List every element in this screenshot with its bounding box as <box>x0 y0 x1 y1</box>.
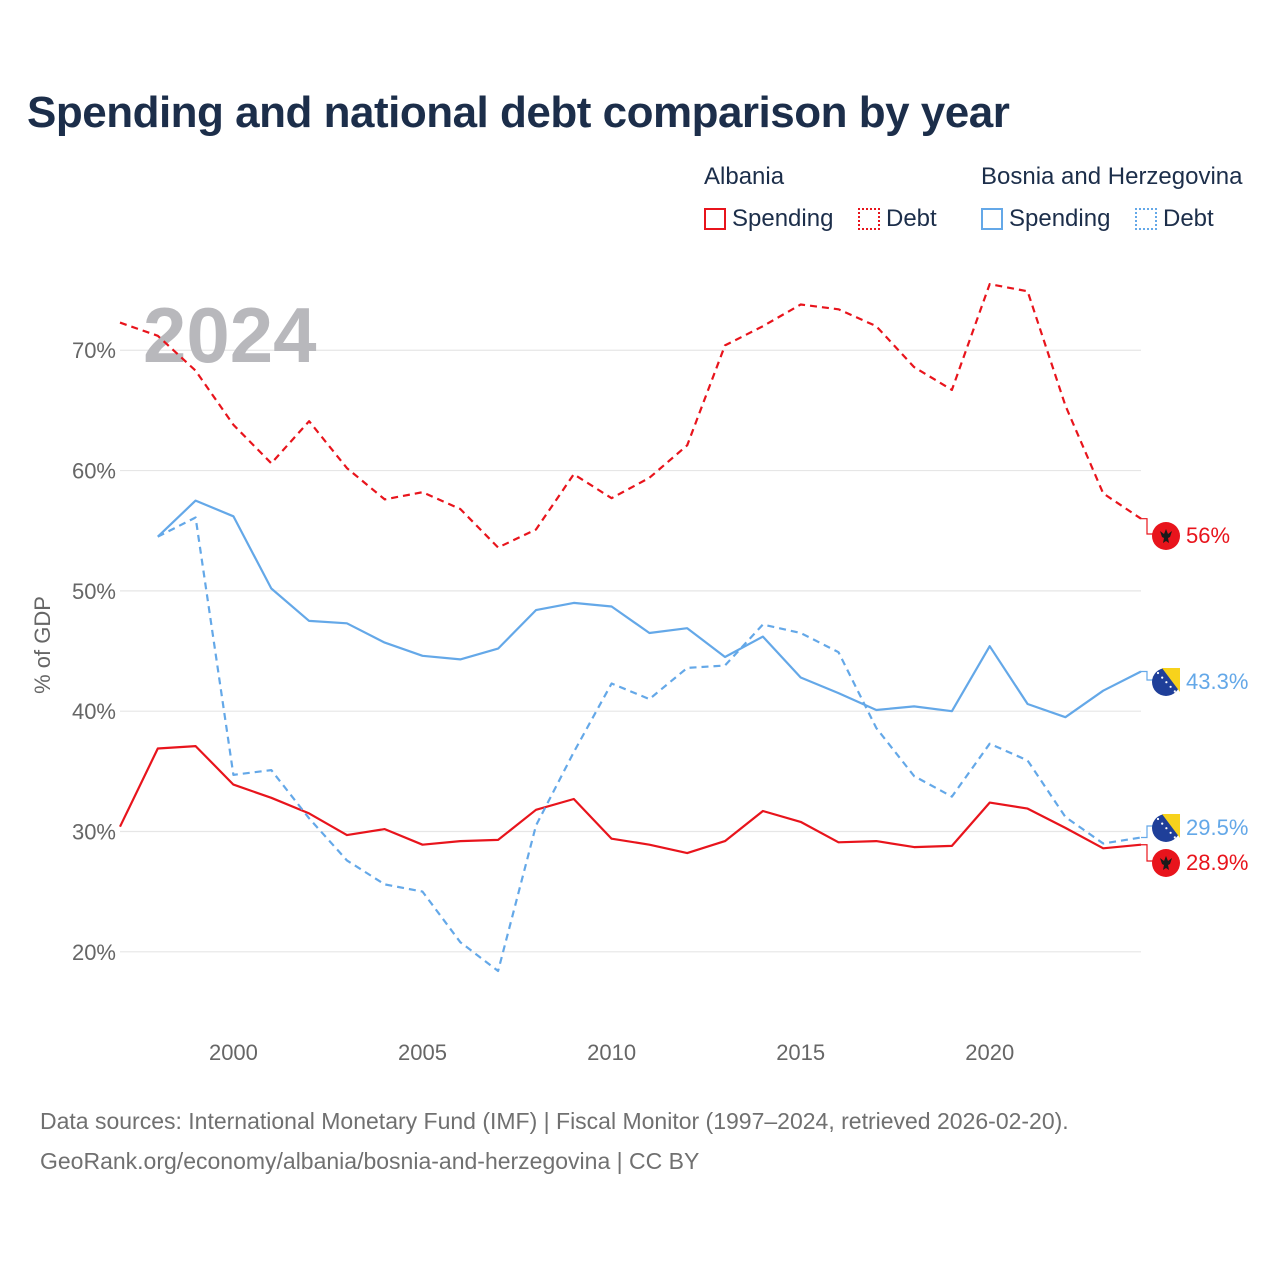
legend-label-bosnia-spending: Spending <box>1009 205 1111 232</box>
legend-swatch-bosnia-debt <box>1135 208 1157 230</box>
legend-swatch-bosnia-spending <box>981 208 1003 230</box>
y-tick-label: 20% <box>72 940 116 965</box>
legend-item-albania-spending[interactable]: Spending <box>704 205 833 233</box>
source-line-1: Data sources: International Monetary Fun… <box>40 1108 1069 1134</box>
series-line-bosnia-and-herzegovina-spending[interactable] <box>157 499 1142 719</box>
legend-swatch-albania-spending <box>704 208 726 230</box>
albania-flag-icon <box>1152 522 1180 550</box>
legend-swatch-albania-debt <box>858 208 880 230</box>
y-tick-label: 30% <box>72 819 116 844</box>
end-label-connector <box>1141 670 1153 681</box>
legend-item-bosnia-debt[interactable]: Debt <box>1135 205 1214 233</box>
albania-flag-icon <box>1152 849 1180 877</box>
year-watermark: 2024 <box>143 291 317 379</box>
x-tick-label: 2015 <box>776 1040 825 1065</box>
end-value-label: 43.3% <box>1186 669 1248 694</box>
x-tick-label: 2010 <box>587 1040 636 1065</box>
source-line-2: GeoRank.org/economy/albania/bosnia-and-h… <box>40 1148 700 1174</box>
end-value-label: 28.9% <box>1186 850 1248 875</box>
x-tick-label: 2020 <box>965 1040 1014 1065</box>
bosnia-flag-icon <box>1152 668 1180 696</box>
end-value-label: 56% <box>1186 523 1230 548</box>
series-line-albania-debt[interactable] <box>119 283 1142 549</box>
chart-title: Spending and national debt comparison by… <box>27 88 1010 137</box>
series-layer <box>119 283 1142 973</box>
end-label-connector <box>1141 844 1153 862</box>
y-axis-label: % of GDP <box>30 596 55 694</box>
end-label-layer: 56% 28.9% 43.3% 29.5% <box>1141 518 1248 877</box>
y-tick-label: 70% <box>72 338 116 363</box>
grid-layer: 20% 30% 40% 50% 60% 70% 2000 2005 2010 2015 2020 <box>72 338 1141 1065</box>
end-label-connector <box>1141 518 1153 535</box>
end-label-connector <box>1141 825 1153 839</box>
legend-item-albania-debt[interactable]: Debt <box>858 205 937 233</box>
end-value-label: 29.5% <box>1186 815 1248 840</box>
y-tick-label: 40% <box>72 699 116 724</box>
legend-label-albania-spending: Spending <box>732 205 834 232</box>
legend-label-albania-debt: Debt <box>886 205 937 232</box>
legend-group-albania: Albania <box>704 163 785 190</box>
y-tick-label: 50% <box>72 579 116 604</box>
legend-label-bosnia-debt: Debt <box>1163 205 1214 232</box>
x-tick-label: 2005 <box>398 1040 447 1065</box>
y-tick-label: 60% <box>72 459 116 484</box>
series-line-albania-spending[interactable] <box>119 744 1142 855</box>
legend-item-bosnia-spending[interactable]: Spending <box>981 205 1110 233</box>
series-line-bosnia-and-herzegovina-debt[interactable] <box>157 516 1142 973</box>
x-tick-label: 2000 <box>209 1040 258 1065</box>
legend-group-bosnia: Bosnia and Herzegovina <box>981 163 1243 190</box>
bosnia-flag-icon <box>1152 814 1180 842</box>
